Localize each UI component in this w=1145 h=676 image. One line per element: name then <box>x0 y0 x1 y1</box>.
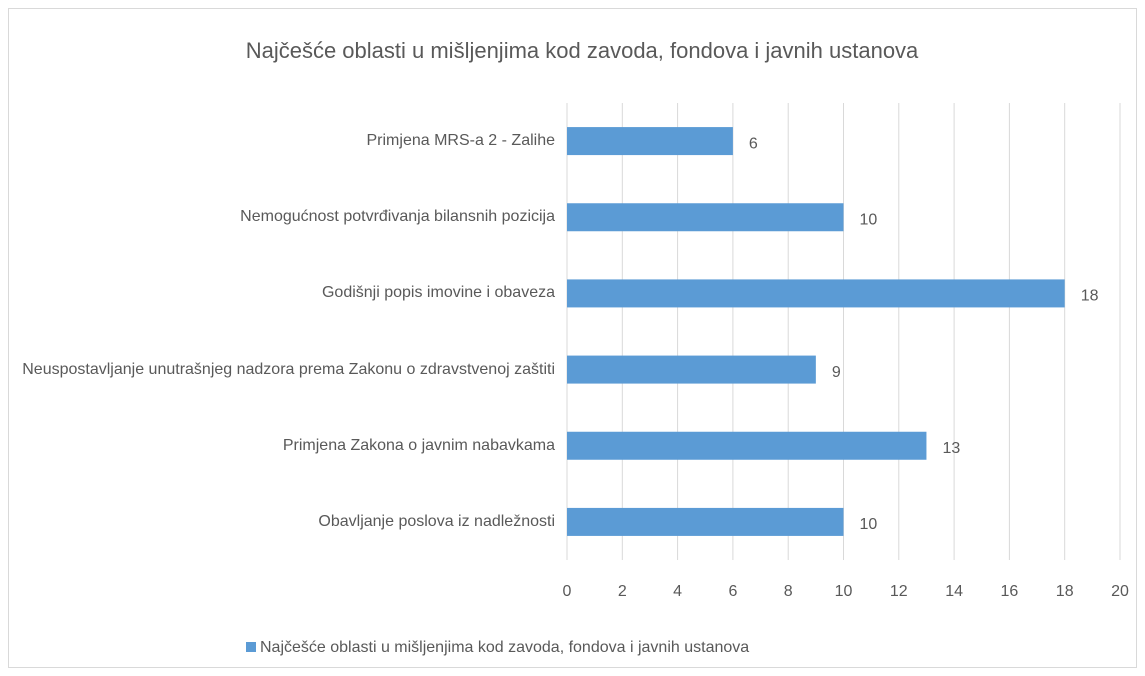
data-label: 10 <box>860 211 878 228</box>
bar <box>567 279 1065 308</box>
data-label: 18 <box>1081 288 1099 305</box>
x-tick-label: 18 <box>1056 583 1074 600</box>
bar <box>567 127 733 156</box>
y-tick-label: Neuspostavljanje unutrašnjeg nadzora pre… <box>22 360 555 378</box>
legend-label: Najčešće oblasti u mišljenjima kod zavod… <box>260 639 749 656</box>
data-label: 9 <box>832 364 841 381</box>
bar <box>567 507 844 536</box>
y-tick-label: Godišnji popis imovine i obaveza <box>321 284 555 302</box>
x-tick-label: 12 <box>890 583 908 600</box>
data-label: 10 <box>860 516 878 533</box>
data-label: 6 <box>749 135 758 152</box>
x-tick-label: 0 <box>563 583 572 600</box>
data-label: 13 <box>942 440 960 457</box>
x-tick-label: 4 <box>673 583 682 600</box>
x-tick-label: 14 <box>945 583 963 600</box>
y-tick-label: Primjena MRS-a 2 - Zalihe <box>366 132 556 150</box>
bar <box>567 431 927 460</box>
x-tick-label: 20 <box>1111 583 1129 600</box>
x-tick-label: 2 <box>618 583 627 600</box>
y-tick-label: Primjena Zakona o javnim nabavkama <box>282 436 555 454</box>
y-tick-label: Obavljanje poslova iz nadležnosti <box>318 512 555 530</box>
x-tick-label: 8 <box>784 583 793 600</box>
x-tick-label: 16 <box>1001 583 1019 600</box>
legend-swatch <box>246 642 256 652</box>
x-tick-label: 10 <box>835 583 853 600</box>
chart-border <box>8 8 1137 668</box>
bar <box>567 355 816 384</box>
x-tick-label: 6 <box>728 583 737 600</box>
bar <box>567 203 844 232</box>
y-tick-label: Nemogućnost potvrđivanja bilansnih pozic… <box>240 208 555 226</box>
chart-title: Najčešće oblasti u mišljenjima kod zavod… <box>246 38 919 63</box>
